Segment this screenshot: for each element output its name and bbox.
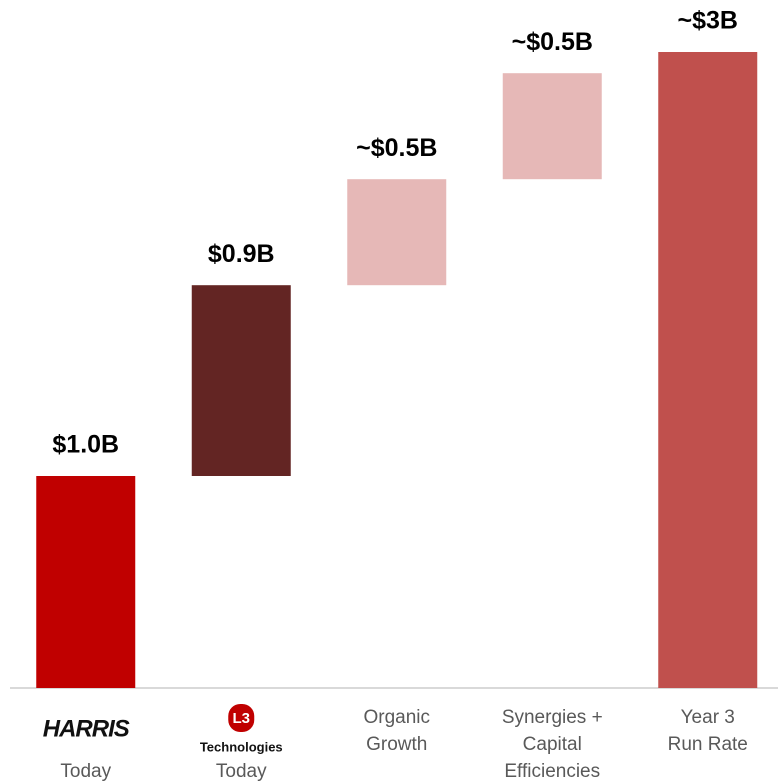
bar [36, 476, 136, 688]
harris-logo: HARRIS [43, 715, 130, 742]
value-label: ~$0.5B [356, 134, 437, 162]
l3-badge [228, 704, 255, 732]
value-label: $1.0B [52, 431, 119, 459]
l3-badge-text: L3 [232, 710, 250, 727]
l3-logo-name: Technologies [200, 739, 283, 754]
x-tick-label: Today [216, 761, 267, 782]
bar [347, 179, 447, 286]
x-tick-label: Capital [523, 734, 582, 755]
x-tick-label: Growth [366, 734, 427, 755]
x-tick-label: Synergies + [502, 707, 603, 728]
x-tick-label: Organic [363, 707, 430, 728]
x-tick-label: Today [60, 761, 111, 782]
bar [502, 73, 602, 180]
value-label: ~$0.5B [512, 28, 593, 56]
value-label: $0.9B [208, 240, 275, 268]
bar [191, 285, 291, 476]
x-tick-label: Run Rate [668, 734, 748, 755]
x-tick-label: Efficiencies [504, 761, 600, 782]
x-tick-label: Year 3 [681, 707, 735, 728]
value-label: ~$3B [678, 7, 738, 35]
bar [658, 52, 758, 688]
